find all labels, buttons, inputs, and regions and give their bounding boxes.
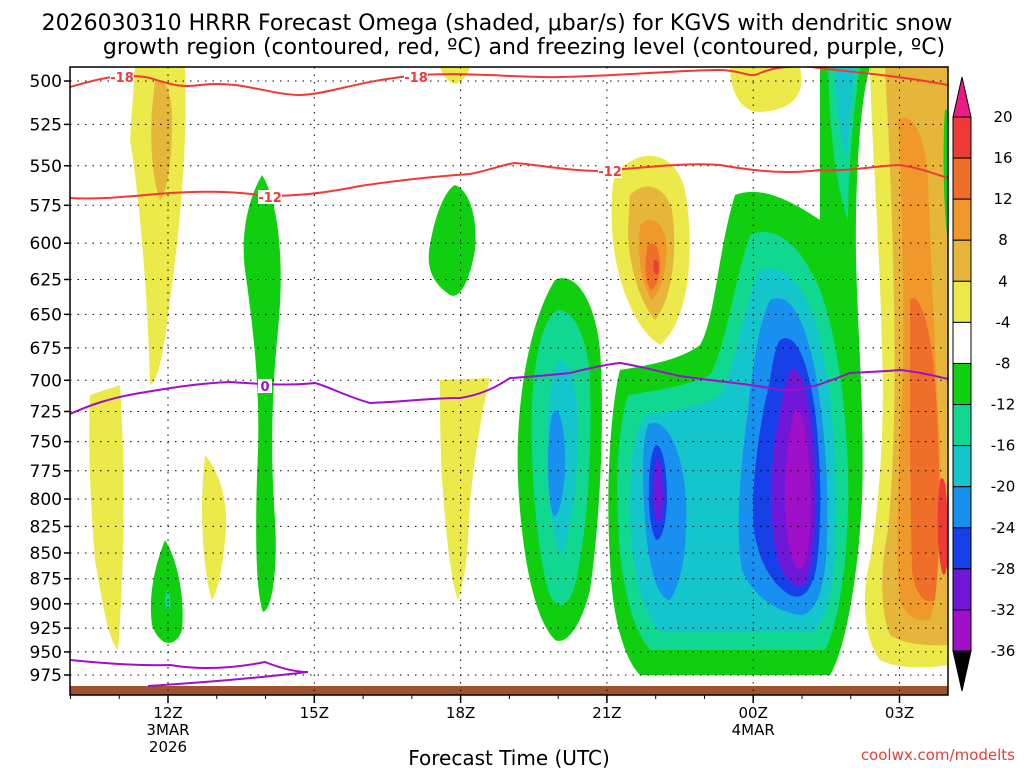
colorbar-segment: [952, 404, 972, 447]
x-tick-date: 4MAR: [732, 721, 775, 739]
colorbar-bottom-arrow: [952, 650, 972, 692]
chart-title-line1: 2026030310 HRRR Forecast Omega (shaded, …: [42, 11, 953, 36]
colorbar-segment: [952, 362, 972, 406]
y-axis: 500 525 550 575 600 625 650 675 700 725 750 775 800 8…: [30, 72, 70, 686]
colorbar-segment: [952, 445, 972, 488]
colorbar: 20 16 12 8 4 -4 -8 -12 -16 -20 -24 -28 -32 -36: [952, 76, 1016, 692]
contour-label-minus18-b: -18: [404, 71, 428, 86]
y-tick-label: 775: [30, 462, 62, 482]
y-tick-label: 600: [30, 234, 62, 254]
contour-label-minus12-b: -12: [598, 165, 622, 180]
contour-label-minus18-a: -18: [110, 71, 134, 86]
colorbar-segment: [952, 568, 972, 611]
colorbar-label: -36: [991, 642, 1016, 660]
colorbar-segment: [952, 157, 972, 200]
colorbar-segment: [952, 239, 972, 282]
credit-text: coolwx.com/modelts: [861, 746, 1015, 764]
colorbar-label: 8: [998, 231, 1008, 249]
colorbar-segment: [952, 486, 972, 529]
y-tick-label: 500: [30, 72, 62, 92]
colorbar-label: 16: [993, 149, 1012, 167]
colorbar-label: -24: [991, 519, 1016, 537]
colorbar-label: 20: [993, 108, 1012, 126]
temperature-contours: [70, 67, 948, 200]
colorbar-segment: [952, 280, 972, 323]
x-tick-label: 12Z: [153, 704, 182, 722]
colorbar-label: 4: [998, 272, 1008, 290]
colorbar-label: -12: [991, 396, 1016, 414]
colorbar-segment: [952, 116, 972, 159]
y-tick-label: 850: [30, 544, 62, 564]
colorbar-label: -20: [991, 478, 1016, 496]
y-tick-label: 675: [30, 339, 62, 359]
x-tick-label: 18Z: [446, 704, 475, 722]
x-tick-year: 2026: [149, 738, 187, 756]
x-tick-label: 21Z: [592, 704, 621, 722]
x-tick-date: 3MAR: [146, 721, 189, 739]
y-tick-label: 825: [30, 517, 62, 537]
y-tick-label: 750: [30, 433, 62, 453]
contour-label-minus12-a: -12: [258, 191, 282, 206]
contour-label-freezing: 0: [260, 380, 269, 395]
colorbar-label: -16: [991, 437, 1016, 455]
plot-area: -18 -18 -12 -12 0: [70, 67, 948, 695]
colorbar-segment: [952, 609, 972, 652]
colorbar-label: -32: [991, 601, 1016, 619]
x-tick-label: 15Z: [300, 704, 329, 722]
y-tick-label: 650: [30, 305, 62, 325]
colorbar-label: -8: [996, 354, 1011, 372]
colorbar-label: 12: [993, 190, 1012, 208]
x-tick-label: 00Z: [739, 704, 768, 722]
y-tick-label: 575: [30, 196, 62, 216]
y-tick-label: 800: [30, 490, 62, 510]
y-tick-label: 550: [30, 157, 62, 177]
y-tick-label: 625: [30, 270, 62, 290]
colorbar-label: -28: [991, 560, 1016, 578]
y-tick-label: 875: [30, 570, 62, 590]
x-axis-label: Forecast Time (UTC): [408, 746, 610, 768]
y-tick-label: 725: [30, 402, 62, 422]
y-tick-label: 925: [30, 619, 62, 639]
freezing-level-contours: [70, 361, 948, 687]
y-tick-label: 525: [30, 115, 62, 135]
colorbar-segment: [952, 527, 972, 570]
chart-title-line2: growth region (contoured, red, ºC) and f…: [103, 35, 945, 60]
y-tick-label: 975: [30, 666, 62, 686]
y-tick-label: 950: [30, 643, 62, 663]
colorbar-segment: [952, 321, 972, 364]
x-tick-label: 03Z: [885, 704, 914, 722]
colorbar-top-arrow: [952, 76, 972, 118]
colorbar-label: -4: [996, 313, 1011, 331]
y-tick-label: 900: [30, 595, 62, 615]
colorbar-segment: [952, 198, 972, 241]
y-tick-label: 700: [30, 371, 62, 391]
